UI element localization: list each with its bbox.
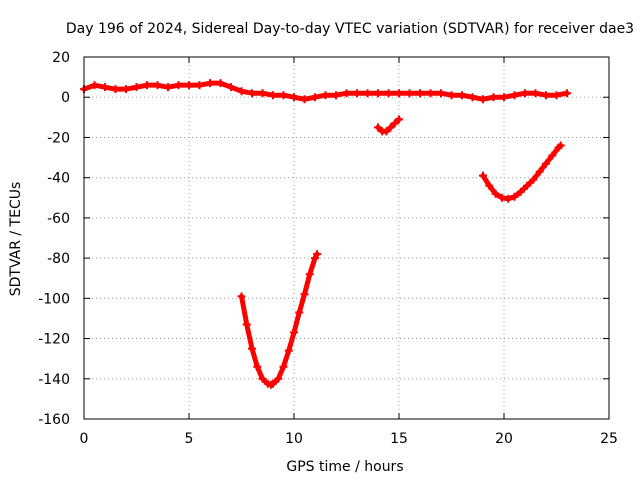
- x-axis-title: GPS time / hours: [286, 459, 403, 475]
- data-point: [364, 89, 372, 97]
- y-tick-label: -80: [47, 251, 70, 267]
- data-point: [185, 81, 193, 89]
- sdtvar-chart: Day 196 of 2024, Sidereal Day-to-day VTE…: [0, 0, 640, 480]
- x-tick-labels: 0 5 10 15 20 25: [80, 431, 618, 447]
- plot-frame: [84, 57, 609, 419]
- x-tick-label: 15: [390, 431, 408, 447]
- y-tick-label: -40: [47, 171, 70, 187]
- series-line: [378, 119, 399, 131]
- y-tick-label: -140: [38, 372, 70, 388]
- data-point: [406, 89, 414, 97]
- y-tick-label: 20: [52, 50, 70, 66]
- y-axis-title: SDTVAR / TECUs: [8, 182, 24, 297]
- y-tick-label: -160: [38, 412, 70, 428]
- data-point: [353, 89, 361, 97]
- y-tick-label: -100: [38, 291, 70, 307]
- data-point: [427, 89, 435, 97]
- y-tick-label: -60: [47, 211, 70, 227]
- x-tick-label: 20: [495, 431, 513, 447]
- data-point: [416, 89, 424, 97]
- y-tick-label: -20: [47, 130, 70, 146]
- chart-title: Day 196 of 2024, Sidereal Day-to-day VTE…: [66, 21, 634, 37]
- y-tick-label: 0: [61, 90, 70, 106]
- y-tick-label: -120: [38, 332, 70, 348]
- y-tick-labels: -160 -140 -120 -100 -80 -60 -40 -20 0 20: [38, 50, 70, 428]
- data-point: [395, 89, 403, 97]
- data-point: [374, 89, 382, 97]
- axis-ticks: [84, 57, 609, 419]
- grid: [84, 57, 609, 419]
- series-group: [80, 79, 571, 389]
- x-tick-label: 0: [80, 431, 89, 447]
- data-point: [385, 89, 393, 97]
- x-tick-label: 5: [185, 431, 194, 447]
- x-tick-label: 25: [600, 431, 618, 447]
- x-tick-label: 10: [285, 431, 303, 447]
